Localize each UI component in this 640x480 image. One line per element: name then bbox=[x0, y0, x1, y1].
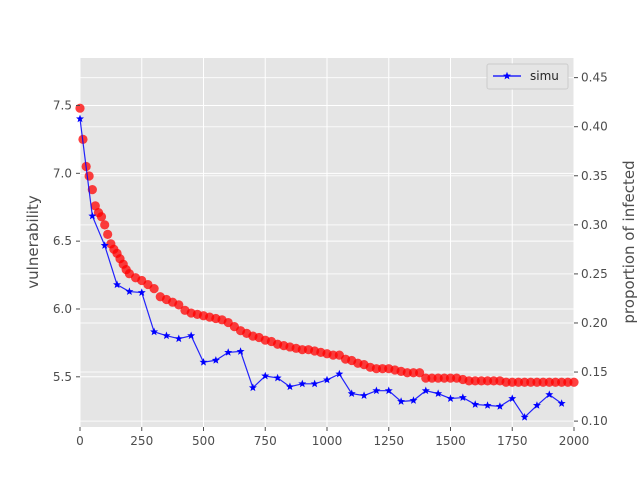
simu-point bbox=[285, 382, 294, 391]
right-y-tick-label: 0.30 bbox=[581, 218, 608, 232]
simu-point bbox=[458, 393, 467, 401]
simu-point bbox=[187, 331, 196, 340]
simu-point bbox=[162, 331, 171, 340]
legend-label-simu: simu bbox=[530, 69, 559, 83]
right-y-tick-label: 0.40 bbox=[581, 120, 608, 134]
vulnerability-point bbox=[569, 377, 579, 387]
x-tick-label: 750 bbox=[254, 434, 277, 448]
simu-point bbox=[495, 402, 504, 410]
simu-point bbox=[347, 389, 356, 398]
simu-point bbox=[273, 373, 282, 382]
simu-line bbox=[79, 118, 562, 419]
vulnerability-point bbox=[103, 229, 113, 239]
simu-point bbox=[409, 396, 418, 404]
simu-point bbox=[434, 389, 443, 398]
simu-point bbox=[261, 371, 270, 380]
x-tick-label: 2000 bbox=[559, 434, 590, 448]
simu-point bbox=[137, 288, 146, 296]
right-axis-title: proportion of infected bbox=[620, 160, 638, 323]
x-tick-label: 500 bbox=[192, 434, 215, 448]
vulnerability-point bbox=[96, 212, 107, 222]
left-y-tick-label: 7.5 bbox=[53, 98, 72, 112]
simu-point bbox=[224, 348, 233, 356]
vulnerability-series bbox=[75, 103, 579, 387]
simu-point bbox=[199, 358, 208, 366]
x-tick-label: 0 bbox=[76, 434, 84, 448]
x-axis: 0 250 500 750 1000 1250 1500 1750 2000 bbox=[76, 427, 589, 448]
right-y-tick-label: 0.45 bbox=[581, 71, 608, 85]
simu-point bbox=[471, 400, 480, 408]
simu-point bbox=[397, 397, 406, 405]
simu-point bbox=[446, 394, 455, 402]
right-y-tick-label: 0.25 bbox=[581, 267, 608, 281]
vulnerability-point bbox=[149, 284, 159, 294]
x-tick-label: 1250 bbox=[373, 434, 404, 448]
left-y-axis: 5.5 6.0 6.5 7.0 7.5 bbox=[53, 98, 80, 384]
vulnerability-point bbox=[415, 368, 425, 378]
simu-point bbox=[125, 287, 134, 295]
simu-point bbox=[113, 280, 122, 289]
left-y-tick-label: 6.5 bbox=[53, 234, 72, 248]
left-axis-title: vulnerability bbox=[24, 195, 42, 289]
simu-point bbox=[360, 391, 369, 399]
vulnerability-point bbox=[75, 103, 85, 113]
left-y-tick-label: 5.5 bbox=[53, 370, 72, 384]
simu-point bbox=[384, 386, 393, 395]
left-y-tick-label: 7.0 bbox=[53, 166, 72, 180]
simu-point bbox=[248, 383, 257, 392]
vulnerability-point bbox=[174, 300, 184, 310]
left-y-tick-label: 6.0 bbox=[53, 302, 72, 316]
simu-point bbox=[174, 334, 183, 343]
simu-point bbox=[150, 327, 159, 336]
simu-point bbox=[520, 412, 529, 421]
legend-box bbox=[486, 63, 569, 90]
legend-star-marker bbox=[503, 71, 511, 80]
simu-point bbox=[372, 386, 381, 395]
right-y-tick-label: 0.35 bbox=[581, 169, 608, 183]
vulnerability-point bbox=[87, 184, 97, 195]
legend: simu bbox=[486, 63, 569, 90]
right-y-tick-label: 0.10 bbox=[581, 414, 608, 428]
simu-point bbox=[483, 401, 492, 409]
simu-point bbox=[236, 347, 245, 355]
simu-point bbox=[88, 211, 97, 220]
simu-point bbox=[532, 401, 541, 409]
simu-point bbox=[100, 241, 109, 249]
simu-point bbox=[335, 369, 344, 378]
simu-point bbox=[557, 399, 566, 407]
simu-point bbox=[421, 386, 430, 395]
simu-point bbox=[310, 379, 319, 388]
simu-point bbox=[545, 390, 554, 399]
vulnerability-point bbox=[100, 220, 110, 230]
simu-point bbox=[323, 375, 331, 384]
x-tick-label: 250 bbox=[130, 434, 153, 448]
simu-point bbox=[508, 394, 517, 402]
x-tick-label: 1500 bbox=[435, 434, 466, 448]
x-tick-label: 1000 bbox=[312, 434, 343, 448]
vulnerability-point bbox=[84, 171, 94, 181]
right-y-tick-label: 0.15 bbox=[581, 365, 608, 379]
simu-series bbox=[76, 114, 566, 421]
simu-point bbox=[76, 114, 84, 123]
right-y-axis: 0.10 0.15 0.20 0.25 0.30 0.35 0.40 0.45 bbox=[574, 71, 608, 428]
x-tick-label: 1750 bbox=[497, 434, 528, 448]
simu-point bbox=[298, 379, 307, 388]
right-y-tick-label: 0.20 bbox=[581, 316, 608, 330]
simu-point bbox=[211, 356, 220, 364]
